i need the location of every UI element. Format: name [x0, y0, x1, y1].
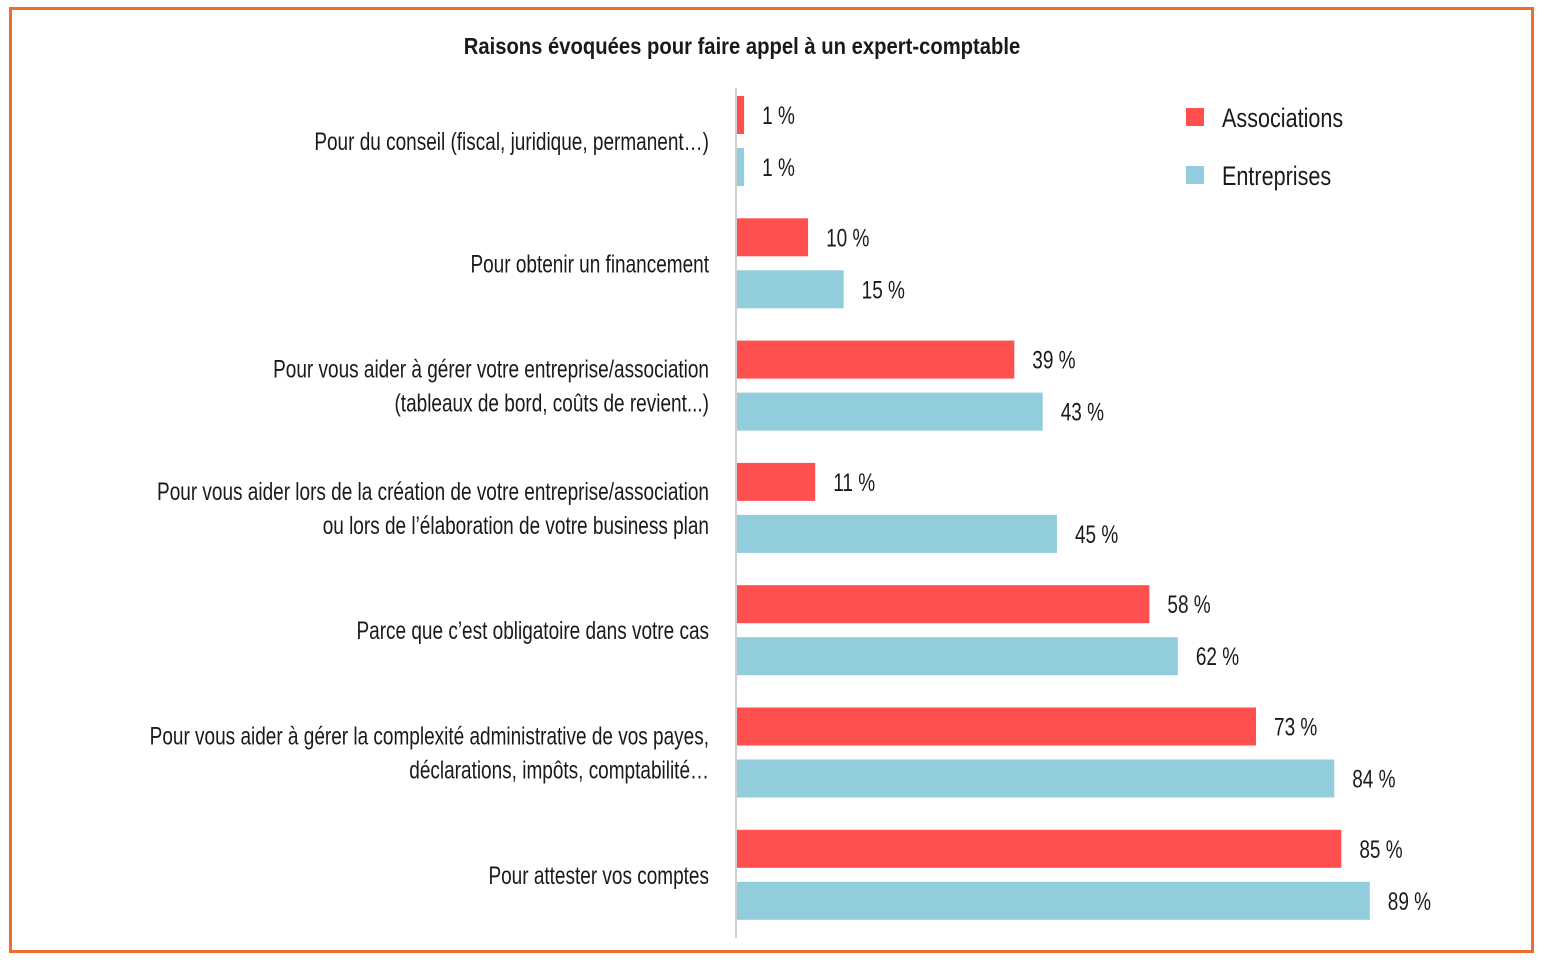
data-label: 1 %: [762, 101, 795, 129]
category-label: Pour vous aider à gérer votre entreprise…: [273, 355, 709, 383]
bar-associations: [737, 707, 1257, 746]
data-label: 15 %: [862, 276, 905, 304]
category-label: déclarations, impôts, comptabilité…: [409, 756, 709, 784]
data-label: 89 %: [1388, 887, 1431, 915]
data-label: 1 %: [762, 153, 795, 181]
category-label: Parce que c’est obligatoire dans votre c…: [356, 617, 709, 645]
chart-title: Raisons évoquées pour faire appel à un e…: [464, 33, 1021, 60]
data-label: 73 %: [1274, 713, 1317, 741]
bar-entreprises: [737, 392, 1043, 431]
data-label: 10 %: [826, 224, 869, 252]
bar-entreprises: [737, 148, 745, 186]
legend-label-associations: Associations: [1222, 104, 1343, 134]
category-label: ou lors de l’élaboration de votre busine…: [323, 511, 709, 539]
category-label: Pour attester vos comptes: [488, 861, 709, 889]
data-label: 85 %: [1359, 835, 1402, 863]
bar-entreprises: [737, 270, 844, 309]
chart-frame: [9, 7, 1534, 953]
legend-swatch-associations: [1186, 108, 1204, 126]
bar-entreprises: [737, 514, 1057, 553]
bar-associations: [737, 218, 809, 257]
data-label: 45 %: [1075, 520, 1118, 548]
data-label: 39 %: [1032, 346, 1075, 374]
category-label: Pour vous aider lors de la création de v…: [157, 477, 709, 505]
category-label: Pour obtenir un financement: [470, 250, 709, 278]
data-label: 58 %: [1167, 591, 1210, 619]
legend-label-entreprises: Entreprises: [1222, 162, 1331, 192]
data-label: 43 %: [1061, 398, 1104, 426]
bar-associations: [737, 462, 816, 501]
bar-entreprises: [737, 759, 1335, 798]
category-label: Pour du conseil (fiscal, juridique, perm…: [314, 127, 709, 155]
bar-associations: [737, 96, 745, 134]
bar-entreprises: [737, 637, 1178, 676]
bar-associations: [737, 585, 1150, 624]
data-label: 11 %: [833, 468, 875, 496]
legend-swatch-entreprises: [1186, 166, 1204, 184]
category-label: Pour vous aider à gérer la complexité ad…: [150, 722, 709, 750]
bar-associations: [737, 829, 1342, 868]
category-label: (tableaux de bord, coûts de revient...): [394, 389, 709, 417]
bar-associations: [737, 340, 1015, 379]
bar-entreprises: [737, 881, 1370, 920]
data-label: 62 %: [1196, 643, 1239, 671]
data-label: 84 %: [1352, 765, 1395, 793]
